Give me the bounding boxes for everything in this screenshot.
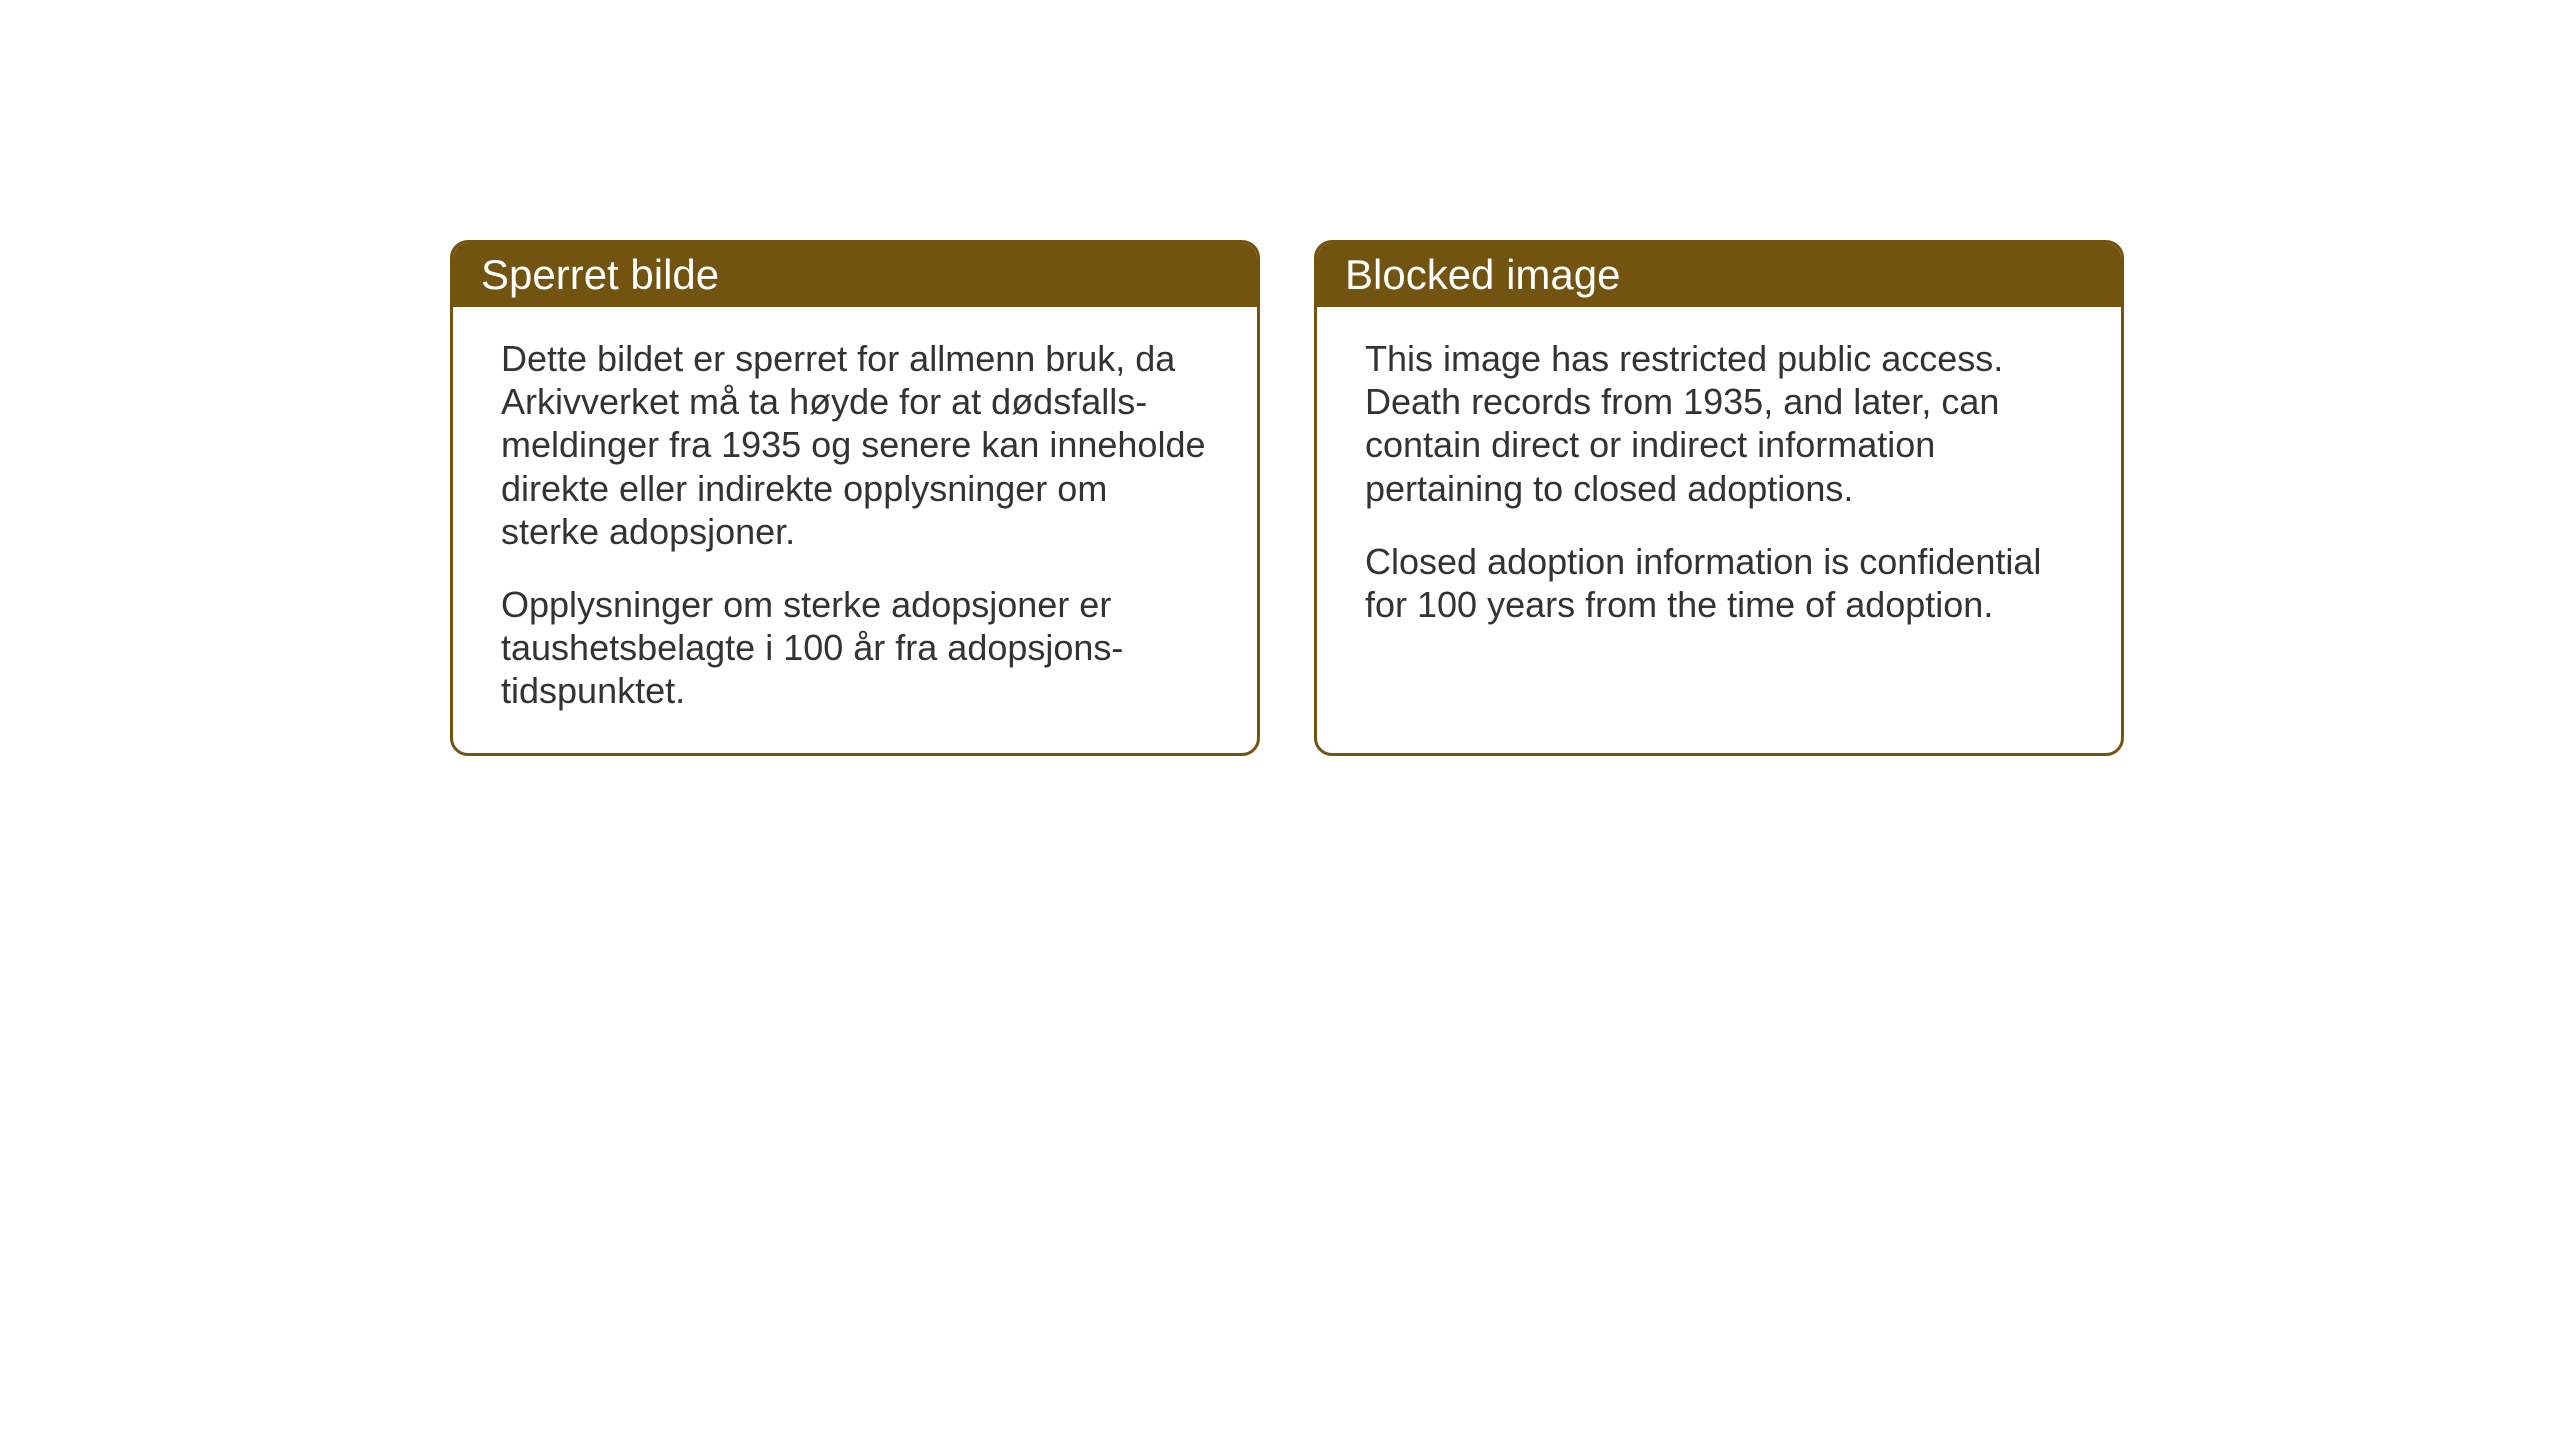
notice-paragraph-1-english: This image has restricted public access.… xyxy=(1365,337,2073,510)
notice-box-english: Blocked image This image has restricted … xyxy=(1314,240,2124,756)
notice-header-english: Blocked image xyxy=(1317,243,2121,307)
notice-body-norwegian: Dette bildet er sperret for allmenn bruk… xyxy=(453,307,1257,753)
notice-header-norwegian: Sperret bilde xyxy=(453,243,1257,307)
notice-container: Sperret bilde Dette bildet er sperret fo… xyxy=(450,240,2124,756)
notice-paragraph-1-norwegian: Dette bildet er sperret for allmenn bruk… xyxy=(501,337,1209,553)
notice-paragraph-2-english: Closed adoption information is confident… xyxy=(1365,540,2073,626)
notice-title-norwegian: Sperret bilde xyxy=(481,251,719,298)
notice-paragraph-2-norwegian: Opplysninger om sterke adopsjoner er tau… xyxy=(501,583,1209,713)
notice-title-english: Blocked image xyxy=(1345,251,1620,298)
notice-box-norwegian: Sperret bilde Dette bildet er sperret fo… xyxy=(450,240,1260,756)
notice-body-english: This image has restricted public access.… xyxy=(1317,307,2121,666)
